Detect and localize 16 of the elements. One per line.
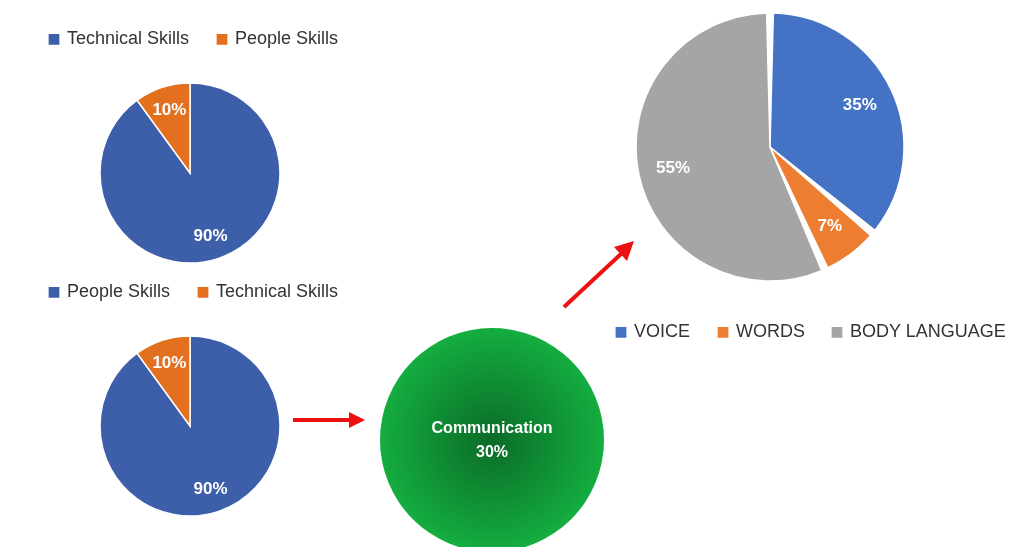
data-label: 10% [152,99,187,119]
data-label: 10% [152,352,187,372]
data-label: 55% [656,157,691,177]
legend-label: WORDS [736,321,805,342]
legend-label: People Skills [67,281,171,302]
legend-label: Technical Skills [216,281,339,302]
legend-label: VOICE [634,321,691,342]
data-label: 90% [193,226,228,246]
legend-label: People Skills [235,28,339,49]
data-label: 7% [817,216,843,236]
data-label: 35% [842,95,877,115]
legend-label: BODY LANGUAGE [850,321,1006,342]
legend-label: Technical Skills [67,28,190,49]
data-label: 90% [193,479,228,499]
text: 30% [475,443,509,460]
text: Communication [431,419,553,436]
